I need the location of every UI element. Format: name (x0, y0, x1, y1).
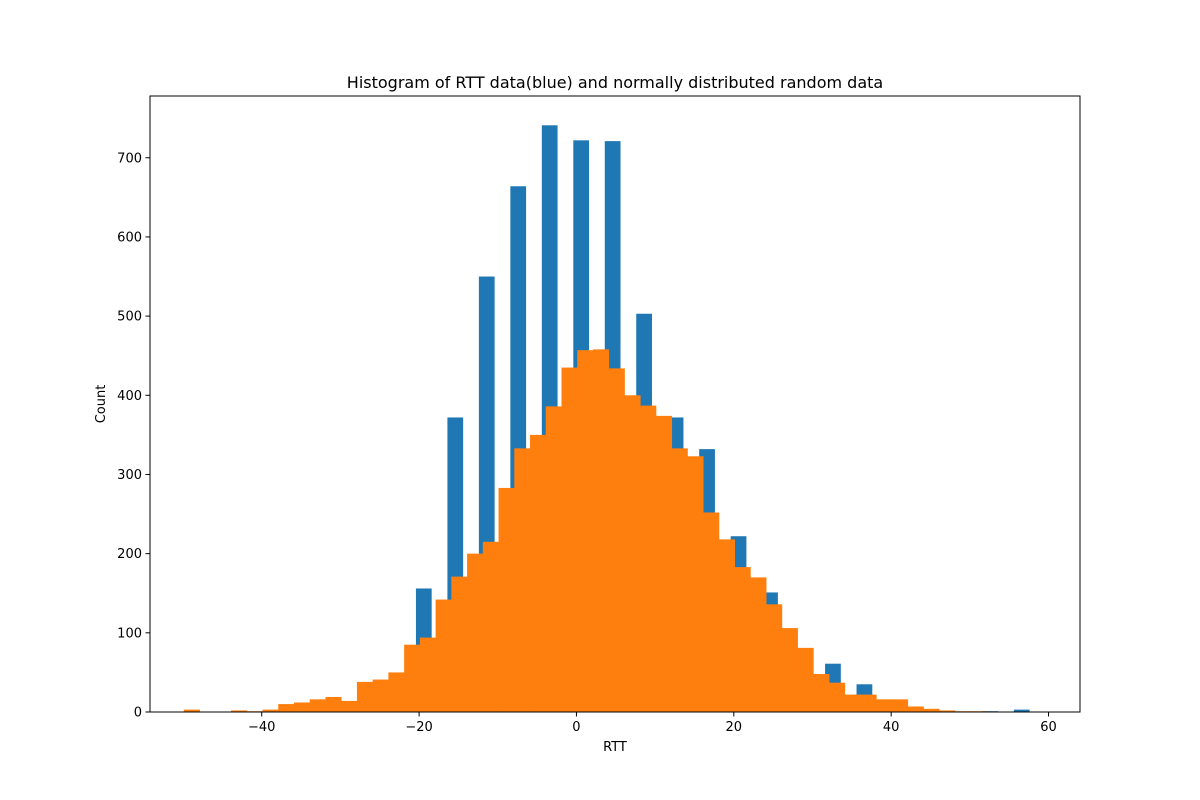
y-axis-label: Count (94, 385, 109, 424)
chart-title: Histogram of RTT data(blue) and normally… (347, 73, 883, 92)
normal-bar-24 (561, 367, 578, 712)
normal-bar-18 (467, 553, 484, 712)
normal-bar-44 (876, 699, 893, 712)
normal-bar-43 (860, 694, 877, 712)
normal-bar-20 (498, 487, 515, 712)
normal-bar-10 (341, 700, 358, 712)
histogram-bars (183, 125, 1030, 712)
normal-bar-8 (309, 699, 326, 712)
y-tick-label: 600 (117, 230, 142, 245)
normal-bar-7 (293, 702, 311, 712)
normal-bar-17 (451, 576, 468, 712)
normal-bar-16 (435, 599, 452, 712)
y-tick-label: 700 (117, 151, 142, 166)
x-tick-label: 40 (883, 720, 900, 735)
normal-bar-26 (592, 349, 610, 712)
x-tick-label: −40 (248, 720, 275, 735)
normal-bar-28 (624, 395, 641, 712)
normal-bar-30 (655, 415, 673, 712)
y-tick-label: 300 (117, 468, 142, 483)
y-tick-label: 200 (117, 547, 142, 562)
normal-bar-14 (404, 644, 421, 712)
x-tick-label: −20 (405, 720, 432, 735)
normal-bar-37 (766, 604, 783, 712)
rtt-bar-17 (1013, 709, 1030, 712)
normal-bar-12 (372, 679, 389, 712)
x-axis-ticks: −40 −20 0 20 40 60 (248, 712, 1057, 735)
normal-bar-6 (278, 704, 295, 712)
y-tick-label: 100 (117, 626, 142, 641)
normal-bar-15 (419, 637, 437, 712)
normal-bar-38 (781, 628, 798, 712)
normal-bar-31 (671, 448, 688, 712)
normal-bar-40 (813, 673, 830, 712)
normal-bar-22 (530, 434, 547, 712)
normal-bar-21 (514, 448, 531, 712)
x-tick-label: 60 (1040, 720, 1057, 735)
y-tick-label: 0 (134, 706, 142, 721)
normal-bar-11 (356, 681, 374, 712)
normal-bar-34 (718, 539, 735, 712)
normal-bar-45 (891, 699, 909, 712)
normal-bar-0 (183, 709, 200, 712)
normal-bar-41 (829, 682, 846, 712)
normal-bar-23 (545, 406, 562, 712)
normal-bar-9 (325, 696, 342, 712)
y-tick-label: 500 (117, 310, 142, 325)
normal-bar-32 (687, 456, 704, 712)
plot-frame (149, 95, 1081, 713)
normal-bar-46 (907, 706, 924, 712)
normal-bar-27 (608, 368, 625, 712)
normal-bar-25 (577, 350, 594, 712)
normal-bar-42 (844, 694, 861, 712)
normal-bar-19 (482, 541, 499, 712)
normal-bar-5 (262, 709, 279, 712)
normal-bar-35 (734, 567, 751, 712)
x-axis-label: RTT (603, 740, 627, 755)
normal-bar-48 (939, 710, 956, 712)
normal-bar-36 (750, 577, 767, 712)
normal-bar-33 (703, 512, 720, 712)
x-tick-label: 20 (726, 720, 743, 735)
y-tick-label: 400 (117, 389, 142, 404)
normal-bar-29 (640, 405, 657, 712)
y-axis-ticks: 0 100 200 300 400 500 600 700 (117, 151, 150, 721)
normal-bar-39 (797, 647, 814, 712)
normal-bar-47 (923, 708, 940, 712)
normal-bar-13 (388, 672, 405, 712)
x-tick-label: 0 (572, 720, 580, 735)
normal-bar-3 (231, 710, 248, 712)
